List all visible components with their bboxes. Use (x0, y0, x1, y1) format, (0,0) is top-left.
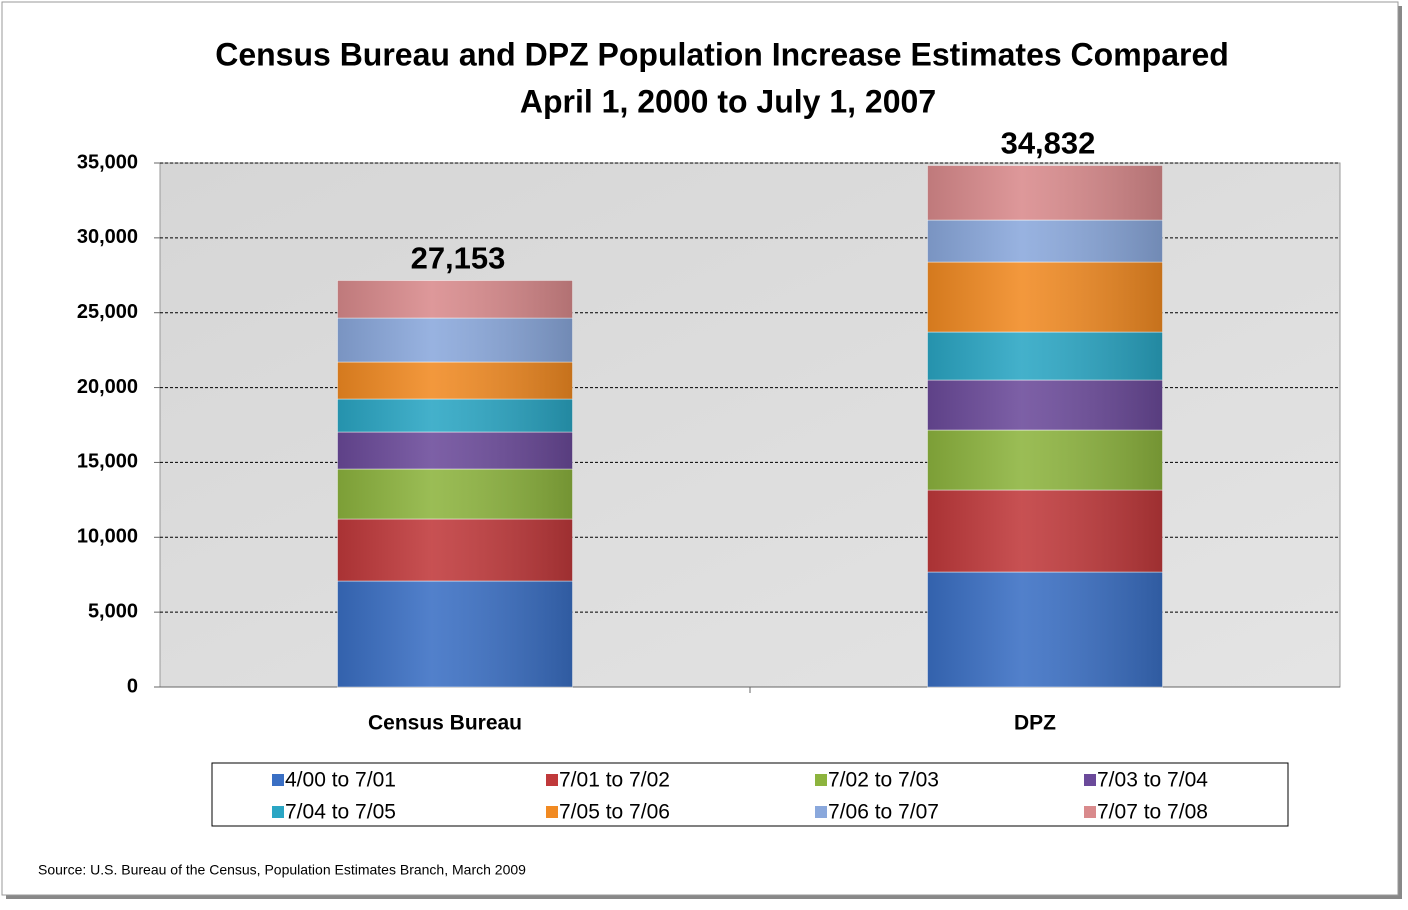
bar-sheen (337, 362, 573, 400)
legend-swatch (1084, 774, 1096, 786)
legend-swatch (546, 774, 558, 786)
y-tick-label: 15,000 (77, 451, 138, 473)
bar-sheen (927, 332, 1163, 381)
y-tick-label: 10,000 (77, 526, 138, 548)
bar-sheen (337, 280, 573, 319)
y-tick-label: 25,000 (77, 301, 138, 323)
legend-swatch (546, 806, 558, 818)
y-tick-label: 0 (127, 675, 138, 697)
y-tick-label: 20,000 (77, 376, 138, 398)
total-label: 27,153 (411, 241, 506, 276)
bar-sheen (337, 581, 573, 687)
bar-sheen (927, 430, 1163, 491)
y-tick-label: 35,000 (77, 151, 138, 173)
legend-label: 7/06 to 7/07 (828, 801, 939, 824)
legend (211, 762, 1289, 827)
y-tick-label: 30,000 (77, 226, 138, 248)
bar-sheen (337, 519, 573, 582)
legend-label: 7/07 to 7/08 (1097, 801, 1208, 824)
legend-swatch (272, 806, 284, 818)
source-note: Source: U.S. Bureau of the Census, Popul… (38, 862, 526, 878)
bar-sheen (927, 165, 1163, 221)
legend-label: 4/00 to 7/01 (285, 769, 396, 792)
bar-sheen (927, 220, 1163, 263)
legend-label: 7/03 to 7/04 (1097, 769, 1208, 792)
bar-sheen (927, 380, 1163, 431)
legend-label: 7/04 to 7/05 (285, 801, 396, 824)
bar-sheen (927, 490, 1163, 573)
legend-swatch (815, 806, 827, 818)
bar-sheen (927, 262, 1163, 333)
legend-swatch (272, 774, 284, 786)
bar-sheen (337, 432, 573, 470)
bar-sheen (337, 399, 573, 433)
legend-label: 7/01 to 7/02 (559, 769, 670, 792)
bar-sheen (337, 318, 573, 363)
chart-subtitle: April 1, 2000 to July 1, 2007 (520, 83, 936, 119)
y-tick-label: 5,000 (88, 600, 138, 622)
x-tick-label: Census Bureau (368, 712, 522, 735)
x-tick-label: DPZ (1014, 712, 1056, 735)
bar-sheen (337, 469, 573, 520)
legend-swatch (1084, 806, 1096, 818)
legend-label: 7/05 to 7/06 (559, 801, 670, 824)
bar-sheen (927, 572, 1163, 687)
total-label: 34,832 (1001, 126, 1096, 161)
chart-title: Census Bureau and DPZ Population Increas… (215, 36, 1229, 72)
legend-label: 7/02 to 7/03 (828, 769, 939, 792)
legend-swatch (815, 774, 827, 786)
